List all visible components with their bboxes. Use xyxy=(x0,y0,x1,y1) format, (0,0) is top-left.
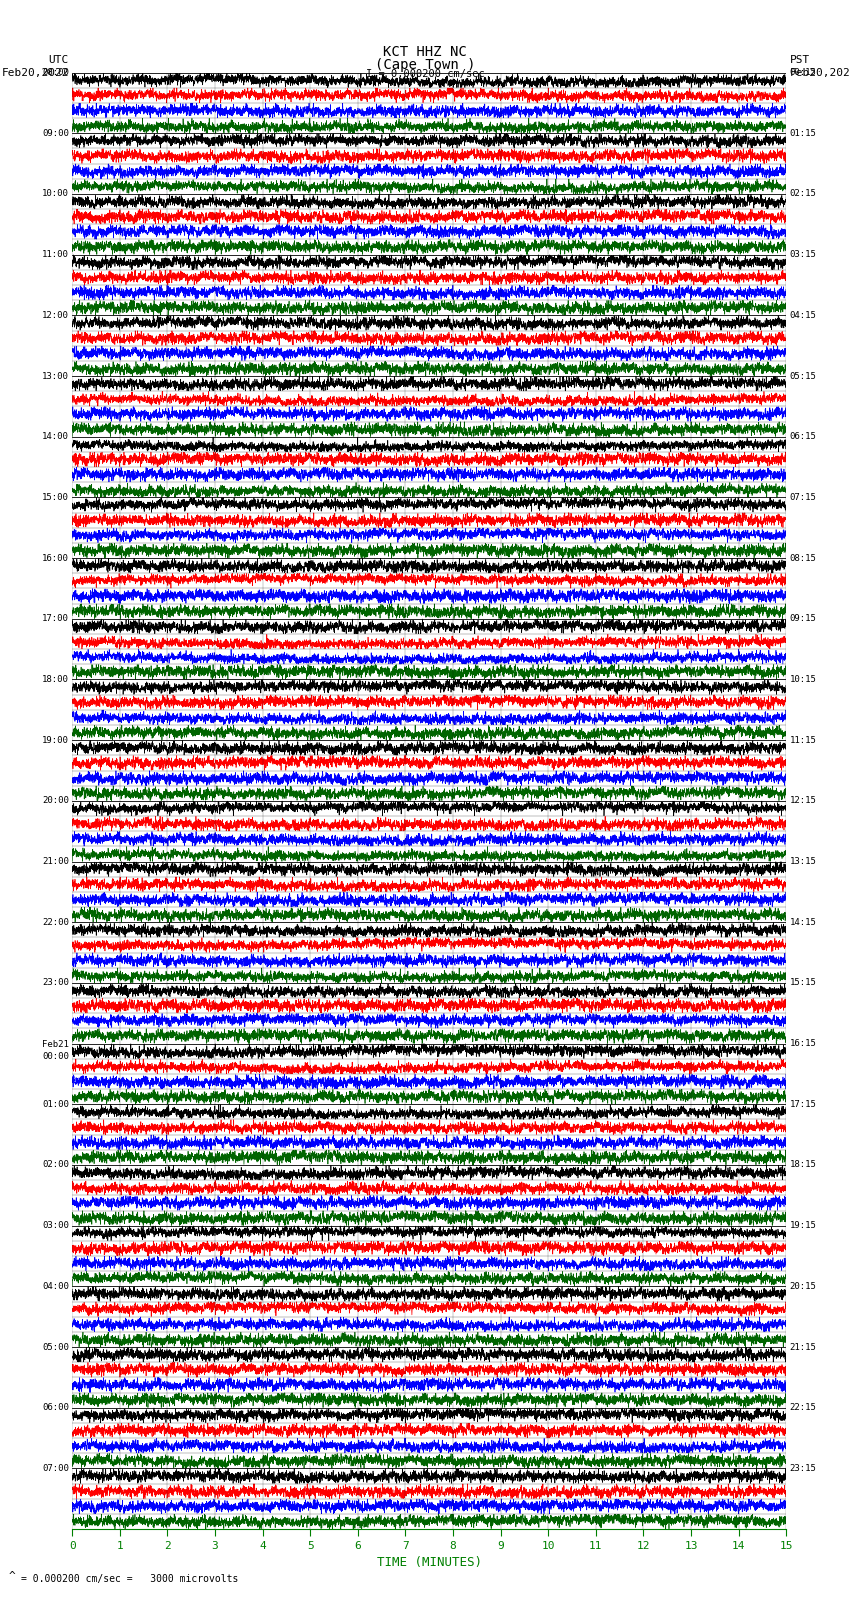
Text: 16:00: 16:00 xyxy=(42,553,69,563)
Text: 21:00: 21:00 xyxy=(42,857,69,866)
Text: 19:00: 19:00 xyxy=(42,736,69,745)
Text: (Cape Town ): (Cape Town ) xyxy=(375,58,475,73)
Text: Feb20,2022: Feb20,2022 xyxy=(790,68,850,77)
Text: 23:15: 23:15 xyxy=(790,1465,817,1473)
Text: 14:15: 14:15 xyxy=(790,918,817,927)
Text: 06:15: 06:15 xyxy=(790,432,817,442)
Text: 20:00: 20:00 xyxy=(42,797,69,805)
Text: 21:15: 21:15 xyxy=(790,1342,817,1352)
Text: 08:00: 08:00 xyxy=(42,68,69,77)
Text: 22:15: 22:15 xyxy=(790,1403,817,1413)
Text: 01:00: 01:00 xyxy=(42,1100,69,1108)
Text: 16:15: 16:15 xyxy=(790,1039,817,1048)
Text: 00:15: 00:15 xyxy=(790,68,817,77)
Text: 13:15: 13:15 xyxy=(790,857,817,866)
Text: 05:00: 05:00 xyxy=(42,1342,69,1352)
Text: 20:15: 20:15 xyxy=(790,1282,817,1290)
Text: 12:00: 12:00 xyxy=(42,311,69,319)
Text: UTC: UTC xyxy=(48,55,69,65)
Text: = 0.000200 cm/sec =   3000 microvolts: = 0.000200 cm/sec = 3000 microvolts xyxy=(21,1574,239,1584)
Text: 10:15: 10:15 xyxy=(790,674,817,684)
Text: 06:00: 06:00 xyxy=(42,1403,69,1413)
Text: 09:15: 09:15 xyxy=(790,615,817,623)
Text: 12:15: 12:15 xyxy=(790,797,817,805)
Text: 17:00: 17:00 xyxy=(42,615,69,623)
Text: Feb21: Feb21 xyxy=(42,1040,69,1050)
Text: Feb20,2022: Feb20,2022 xyxy=(2,68,69,77)
Text: PST: PST xyxy=(790,55,810,65)
Text: 07:15: 07:15 xyxy=(790,494,817,502)
Text: 03:15: 03:15 xyxy=(790,250,817,260)
X-axis label: TIME (MINUTES): TIME (MINUTES) xyxy=(377,1557,482,1569)
Text: 04:15: 04:15 xyxy=(790,311,817,319)
Text: 03:00: 03:00 xyxy=(42,1221,69,1231)
Text: 11:15: 11:15 xyxy=(790,736,817,745)
Text: 01:15: 01:15 xyxy=(790,129,817,137)
Text: KCT HHZ NC: KCT HHZ NC xyxy=(383,45,467,60)
Text: 13:00: 13:00 xyxy=(42,371,69,381)
Text: 18:15: 18:15 xyxy=(790,1160,817,1169)
Text: 09:00: 09:00 xyxy=(42,129,69,137)
Text: 14:00: 14:00 xyxy=(42,432,69,442)
Text: 18:00: 18:00 xyxy=(42,674,69,684)
Text: 22:00: 22:00 xyxy=(42,918,69,927)
Text: 00:00: 00:00 xyxy=(42,1052,69,1061)
Text: 11:00: 11:00 xyxy=(42,250,69,260)
Text: 05:15: 05:15 xyxy=(790,371,817,381)
Text: 19:15: 19:15 xyxy=(790,1221,817,1231)
Text: 23:00: 23:00 xyxy=(42,979,69,987)
Text: 04:00: 04:00 xyxy=(42,1282,69,1290)
Text: 08:15: 08:15 xyxy=(790,553,817,563)
Text: 17:15: 17:15 xyxy=(790,1100,817,1108)
Text: 07:00: 07:00 xyxy=(42,1465,69,1473)
Text: 15:15: 15:15 xyxy=(790,979,817,987)
Text: 02:00: 02:00 xyxy=(42,1160,69,1169)
Text: 02:15: 02:15 xyxy=(790,189,817,198)
Text: 10:00: 10:00 xyxy=(42,189,69,198)
Text: ^: ^ xyxy=(8,1571,15,1581)
Text: I = 0.000200 cm/sec: I = 0.000200 cm/sec xyxy=(366,69,484,79)
Text: 15:00: 15:00 xyxy=(42,494,69,502)
